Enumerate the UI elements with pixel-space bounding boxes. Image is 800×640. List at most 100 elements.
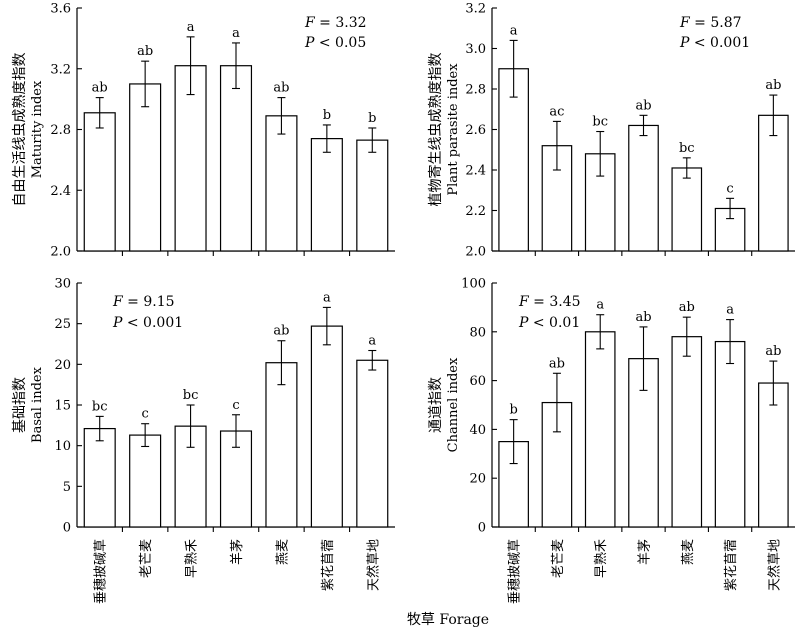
category-label: 紫花苜蓿 (723, 539, 739, 591)
bar (714, 340, 746, 528)
significance-letter: c (726, 181, 733, 196)
f-statistic: F = 3.45 (518, 294, 581, 310)
y-axis-label-en: Maturity index (30, 80, 45, 178)
p-symbol: P (518, 315, 529, 331)
p-value: P < 0.001 (679, 35, 750, 51)
significance-letter: c (142, 407, 149, 422)
bar (129, 434, 162, 528)
bar (356, 359, 389, 528)
y-tick-label: 2.2 (465, 204, 486, 219)
category-label: 天然草地 (365, 539, 381, 591)
y-axis-label-cn: 基础指数 (11, 377, 28, 433)
significance-letter: ac (549, 104, 564, 119)
y-axis-label-cn: 通道指数 (428, 377, 444, 433)
y-tick-label: 20 (469, 472, 486, 487)
significance-letter: ab (679, 300, 695, 315)
significance-letter: bc (92, 399, 108, 414)
p-value: P < 0.01 (518, 315, 580, 331)
p-value-text: < 0.01 (528, 315, 580, 331)
bar (671, 167, 703, 252)
significance-letter: bc (679, 141, 695, 156)
y-axis-label-cn: 自由生活线虫成熟度指数 (12, 53, 28, 207)
y-axis-label: 通道指数 Channel index (428, 357, 461, 452)
significance-letter: ab (635, 310, 651, 325)
x-axis-label: 牧草 Forage (407, 612, 489, 628)
p-symbol: P (112, 315, 123, 331)
y-tick-label: 60 (469, 374, 486, 389)
significance-letter: a (368, 334, 376, 349)
bar (129, 83, 162, 252)
f-value: = 5.87 (690, 15, 742, 31)
p-value-text: < 0.05 (314, 35, 366, 51)
bar (628, 124, 659, 252)
p-value-text: < 0.001 (122, 315, 183, 331)
category-label: 天然草地 (766, 539, 782, 591)
significance-letter: a (510, 23, 518, 38)
y-tick-label: 20 (54, 358, 71, 373)
f-value: = 9.15 (123, 294, 175, 310)
significance-letter: b (368, 111, 376, 126)
category-label: 垂穗披碱草 (94, 539, 109, 604)
significance-letter: ab (273, 81, 289, 96)
p-value-text: < 0.001 (689, 35, 750, 51)
y-tick-label: 2.0 (465, 245, 486, 260)
f-statistic: F = 9.15 (112, 294, 175, 310)
y-axis-label: 基础指数 Basal index (11, 366, 45, 443)
bar (356, 139, 389, 252)
f-symbol: F (679, 15, 691, 31)
y-tick-label: 2.0 (50, 245, 71, 260)
significance-letter: ab (549, 356, 565, 371)
y-tick-label: 40 (469, 423, 486, 438)
significance-letter: ab (92, 81, 108, 96)
y-tick-label: 2.6 (465, 123, 486, 138)
panel-1: 2.0 2.4 2.8 3.2 3.6 ab ab a a ab b b 自由生活线虫成熟度指数 Matu… (12, 2, 395, 260)
bar (671, 336, 703, 528)
y-tick-label: 10 (54, 439, 71, 454)
significance-letter: a (596, 298, 604, 313)
y-tick-label: 3.6 (50, 2, 71, 17)
category-label: 紫花苜蓿 (320, 539, 336, 591)
y-tick-label: 25 (54, 317, 71, 332)
bar (310, 325, 343, 528)
p-symbol: P (679, 35, 690, 51)
f-symbol: F (112, 294, 124, 310)
significance-letter: ab (273, 324, 289, 339)
significance-letter: b (323, 108, 331, 123)
category-label: 老芒麦 (138, 539, 154, 578)
f-statistic: F = 3.32 (304, 15, 367, 31)
bar (83, 112, 116, 252)
significance-letter: ab (765, 78, 781, 93)
category-label: 燕麦 (681, 539, 696, 565)
y-axis-label: 植物寄生线虫成熟度指数 Plant parasite index (427, 53, 461, 207)
f-value: = 3.45 (529, 294, 581, 310)
bar (758, 382, 789, 528)
y-axis-label: 自由生活线虫成熟度指数 Maturity index (12, 53, 45, 207)
p-symbol: P (304, 35, 315, 51)
panel-2: 2.0 2.2 2.4 2.6 2.8 3.0 3.2 a ac bc ab bc c ab 植物寄生线虫成… (427, 2, 795, 260)
y-tick-label: 2.8 (465, 83, 486, 98)
category-label: 垂穗披碱草 (508, 539, 523, 604)
significance-letter: ab (765, 344, 781, 359)
significance-letter: ab (635, 98, 651, 113)
significance-letter: a (323, 290, 331, 305)
bar (265, 115, 298, 252)
category-label: 羊茅 (229, 539, 245, 565)
y-axis-label-en: Basal index (30, 366, 45, 443)
significance-letter: bc (592, 115, 608, 130)
y-tick-label: 100 (461, 277, 486, 292)
y-tick-label: 0 (478, 521, 486, 536)
y-tick-label: 80 (469, 325, 486, 340)
bar (219, 65, 253, 252)
category-label: 老芒麦 (550, 539, 566, 578)
bar (310, 138, 343, 252)
y-axis-label-cn: 植物寄生线虫成熟度指数 (427, 53, 444, 207)
y-tick-label: 3.0 (465, 42, 486, 57)
bar (584, 331, 616, 528)
p-value: P < 0.05 (304, 35, 366, 51)
y-axis-label-en: Plant parasite index (446, 63, 461, 196)
category-label: 早熟禾 (184, 539, 200, 578)
y-tick-label: 2.4 (50, 184, 71, 199)
significance-letter: b (509, 403, 517, 418)
